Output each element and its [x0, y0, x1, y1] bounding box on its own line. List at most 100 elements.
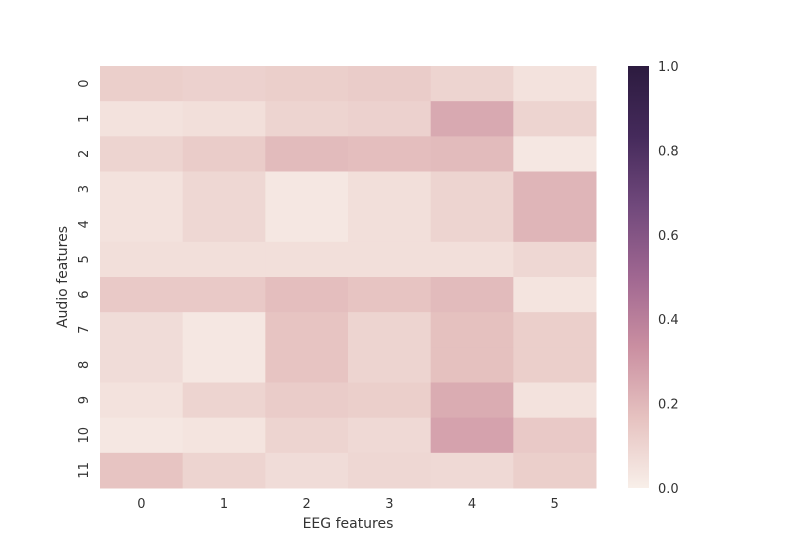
- colorbar-tick-label: 0.0: [658, 482, 679, 497]
- heatmap-cell: [100, 206, 184, 243]
- heatmap-cell: [182, 66, 266, 102]
- colorbar-tick-label: 0.4: [658, 313, 679, 328]
- y-tick-label: 11: [77, 462, 92, 479]
- heatmap-cell: [100, 66, 184, 102]
- heatmap-cell: [348, 171, 432, 208]
- heatmap-cell: [348, 347, 432, 383]
- heatmap-cell: [182, 347, 266, 383]
- y-tick-label: 4: [77, 220, 92, 228]
- colorbar-tick-label: 0.6: [658, 229, 679, 244]
- heatmap-cell: [100, 171, 184, 208]
- heatmap-cell: [513, 347, 597, 383]
- heatmap-cell: [100, 136, 184, 172]
- heatmap-cell: [182, 206, 266, 243]
- heatmap-cell: [348, 382, 432, 419]
- heatmap-cell: [513, 136, 597, 172]
- x-tick-labels: 0 1 2 3 4 5: [137, 497, 559, 512]
- heatmap-cell: [348, 452, 432, 489]
- heatmap-cell: [348, 101, 432, 137]
- heatmap-cell: [100, 417, 184, 454]
- x-tick-label: 3: [385, 497, 393, 512]
- heatmap-cell: [430, 277, 514, 313]
- x-tick-label: 2: [303, 497, 311, 512]
- heatmap-cell: [100, 452, 184, 489]
- heatmap-cell: [182, 382, 266, 419]
- heatmap-cell: [265, 101, 349, 137]
- y-tick-label: 2: [77, 150, 92, 158]
- heatmap-cell: [265, 417, 349, 454]
- heatmap-cell: [513, 66, 597, 102]
- heatmap-cell: [513, 206, 597, 243]
- heatmap-cell: [430, 66, 514, 102]
- heatmap-cell: [348, 312, 432, 348]
- heatmap-cell: [265, 452, 349, 489]
- heatmap-cells: [100, 66, 597, 489]
- y-tick-label: 10: [77, 427, 92, 444]
- y-tick-label: 9: [77, 396, 92, 404]
- heatmap-cell: [182, 101, 266, 137]
- heatmap-cell: [513, 101, 597, 137]
- heatmap-cell: [430, 101, 514, 137]
- heatmap-cell: [348, 136, 432, 172]
- x-tick-label: 1: [220, 497, 228, 512]
- heatmap-cell: [182, 417, 266, 454]
- heatmap-cell: [100, 241, 184, 278]
- y-tick-label: 0: [77, 79, 92, 87]
- heatmap-cell: [265, 347, 349, 383]
- y-tick-label: 1: [77, 115, 92, 123]
- heatmap-cell: [100, 347, 184, 383]
- heatmap-cell: [182, 277, 266, 313]
- y-tick-labels: 0 1 2 3 4 5 6 7 8 9 10 11: [77, 79, 92, 478]
- heatmap-cell: [513, 312, 597, 348]
- x-axis-label: EEG features: [303, 516, 394, 532]
- y-axis-label: Audio features: [55, 226, 71, 328]
- heatmap-cell: [430, 206, 514, 243]
- colorbar: [628, 66, 649, 488]
- heatmap-cell: [265, 66, 349, 102]
- colorbar-tick-label: 0.2: [658, 398, 679, 413]
- heatmap-cell: [265, 277, 349, 313]
- heatmap-cell: [182, 312, 266, 348]
- y-tick-label: 7: [77, 326, 92, 334]
- y-tick-label: 8: [77, 361, 92, 369]
- colorbar-tick-label: 0.8: [658, 144, 679, 159]
- y-tick-label: 6: [77, 290, 92, 298]
- y-tick-label: 5: [77, 255, 92, 263]
- heatmap-cell: [430, 136, 514, 172]
- heatmap-cell: [430, 382, 514, 419]
- heatmap-cell: [182, 241, 266, 278]
- heatmap-cell: [100, 382, 184, 419]
- heatmap-cell: [513, 452, 597, 489]
- colorbar-tick-labels: 0.0 0.2 0.4 0.6 0.8 1.0: [658, 60, 679, 497]
- x-tick-label: 4: [468, 497, 476, 512]
- heatmap-cell: [182, 136, 266, 172]
- y-tick-label: 3: [77, 185, 92, 193]
- heatmap-cell: [265, 136, 349, 172]
- heatmap-cell: [513, 277, 597, 313]
- heatmap-cell: [100, 101, 184, 137]
- heatmap-cell: [265, 241, 349, 278]
- heatmap-cell: [430, 171, 514, 208]
- heatmap-cell: [513, 171, 597, 208]
- heatmap-cell: [182, 452, 266, 489]
- heatmap-cell: [100, 312, 184, 348]
- heatmap-cell: [265, 312, 349, 348]
- heatmap-cell: [513, 417, 597, 454]
- heatmap-cell: [513, 382, 597, 419]
- x-tick-label: 5: [551, 497, 559, 512]
- heatmap-cell: [430, 347, 514, 383]
- heatmap-cell: [348, 206, 432, 243]
- heatmap-cell: [348, 417, 432, 454]
- colorbar-tick-label: 1.0: [658, 60, 679, 75]
- heatmap-cell: [265, 382, 349, 419]
- heatmap-cell: [265, 206, 349, 243]
- heatmap-cell: [348, 277, 432, 313]
- heatmap-cell: [430, 417, 514, 454]
- heatmap-cell: [348, 241, 432, 278]
- heatmap-cell: [430, 312, 514, 348]
- heatmap-cell: [265, 171, 349, 208]
- heatmap-cell: [100, 277, 184, 313]
- heatmap-cell: [430, 241, 514, 278]
- heatmap-cell: [430, 452, 514, 489]
